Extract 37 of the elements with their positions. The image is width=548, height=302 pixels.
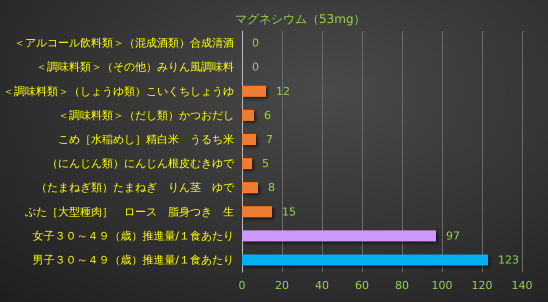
x-tick-label: 120	[472, 279, 492, 292]
y-tick-label: ＜アルコール飲料類＞（混成酒類）合成清酒	[14, 36, 234, 50]
y-tick-label: （にんじん類）にんじん根皮むきゆで	[47, 157, 235, 170]
bar	[242, 110, 254, 121]
x-tick-label: 60	[355, 279, 369, 292]
bar	[242, 134, 256, 145]
chart-title: マグネシウム（53mg）	[235, 12, 366, 26]
y-tick-label: 男子３０～４９（歳）推進量/１食あたり	[32, 253, 234, 266]
y-tick-label: こめ［水稲めし］精白米 うるち米	[58, 132, 234, 146]
data-label: 0	[252, 60, 259, 74]
x-tick-label: 0	[238, 279, 246, 292]
x-tick-label: 140	[512, 279, 532, 292]
data-label: 7	[266, 132, 273, 146]
y-tick-label: ＜調味料類＞（しょうゆ類）こいくちしょうゆ	[3, 84, 234, 98]
bar	[242, 86, 266, 97]
bar	[242, 254, 488, 266]
data-label: 123	[498, 253, 519, 266]
data-label: 97	[446, 229, 460, 242]
x-tick-label: 100	[432, 279, 452, 292]
data-label: 0	[252, 36, 259, 50]
y-tick-label: （たまねぎ類）たまねぎ りん茎 ゆで	[36, 181, 235, 194]
data-label: 12	[276, 84, 290, 98]
y-tick-label: ぶた［大型種肉］ ロース 脂身つき 生	[25, 205, 234, 218]
y-tick-label: ＜調味料類＞（その他）みりん風調味料	[36, 60, 234, 74]
x-tick-label: 80	[395, 279, 409, 292]
bar	[242, 158, 252, 170]
y-tick-label: 女子３０～４９（歳）推進量/１食あたり	[32, 229, 234, 242]
x-tick-label: 20	[275, 279, 289, 292]
bar	[242, 230, 436, 242]
y-tick-label: ＜調味料類＞（だし類）かつおだし	[58, 108, 234, 122]
data-label: 6	[264, 108, 271, 122]
data-label: 5	[262, 157, 269, 170]
data-label: 8	[268, 181, 275, 194]
x-tick-label: 40	[315, 279, 329, 292]
data-label: 15	[282, 205, 296, 218]
bar	[242, 206, 272, 218]
bar	[242, 182, 258, 194]
